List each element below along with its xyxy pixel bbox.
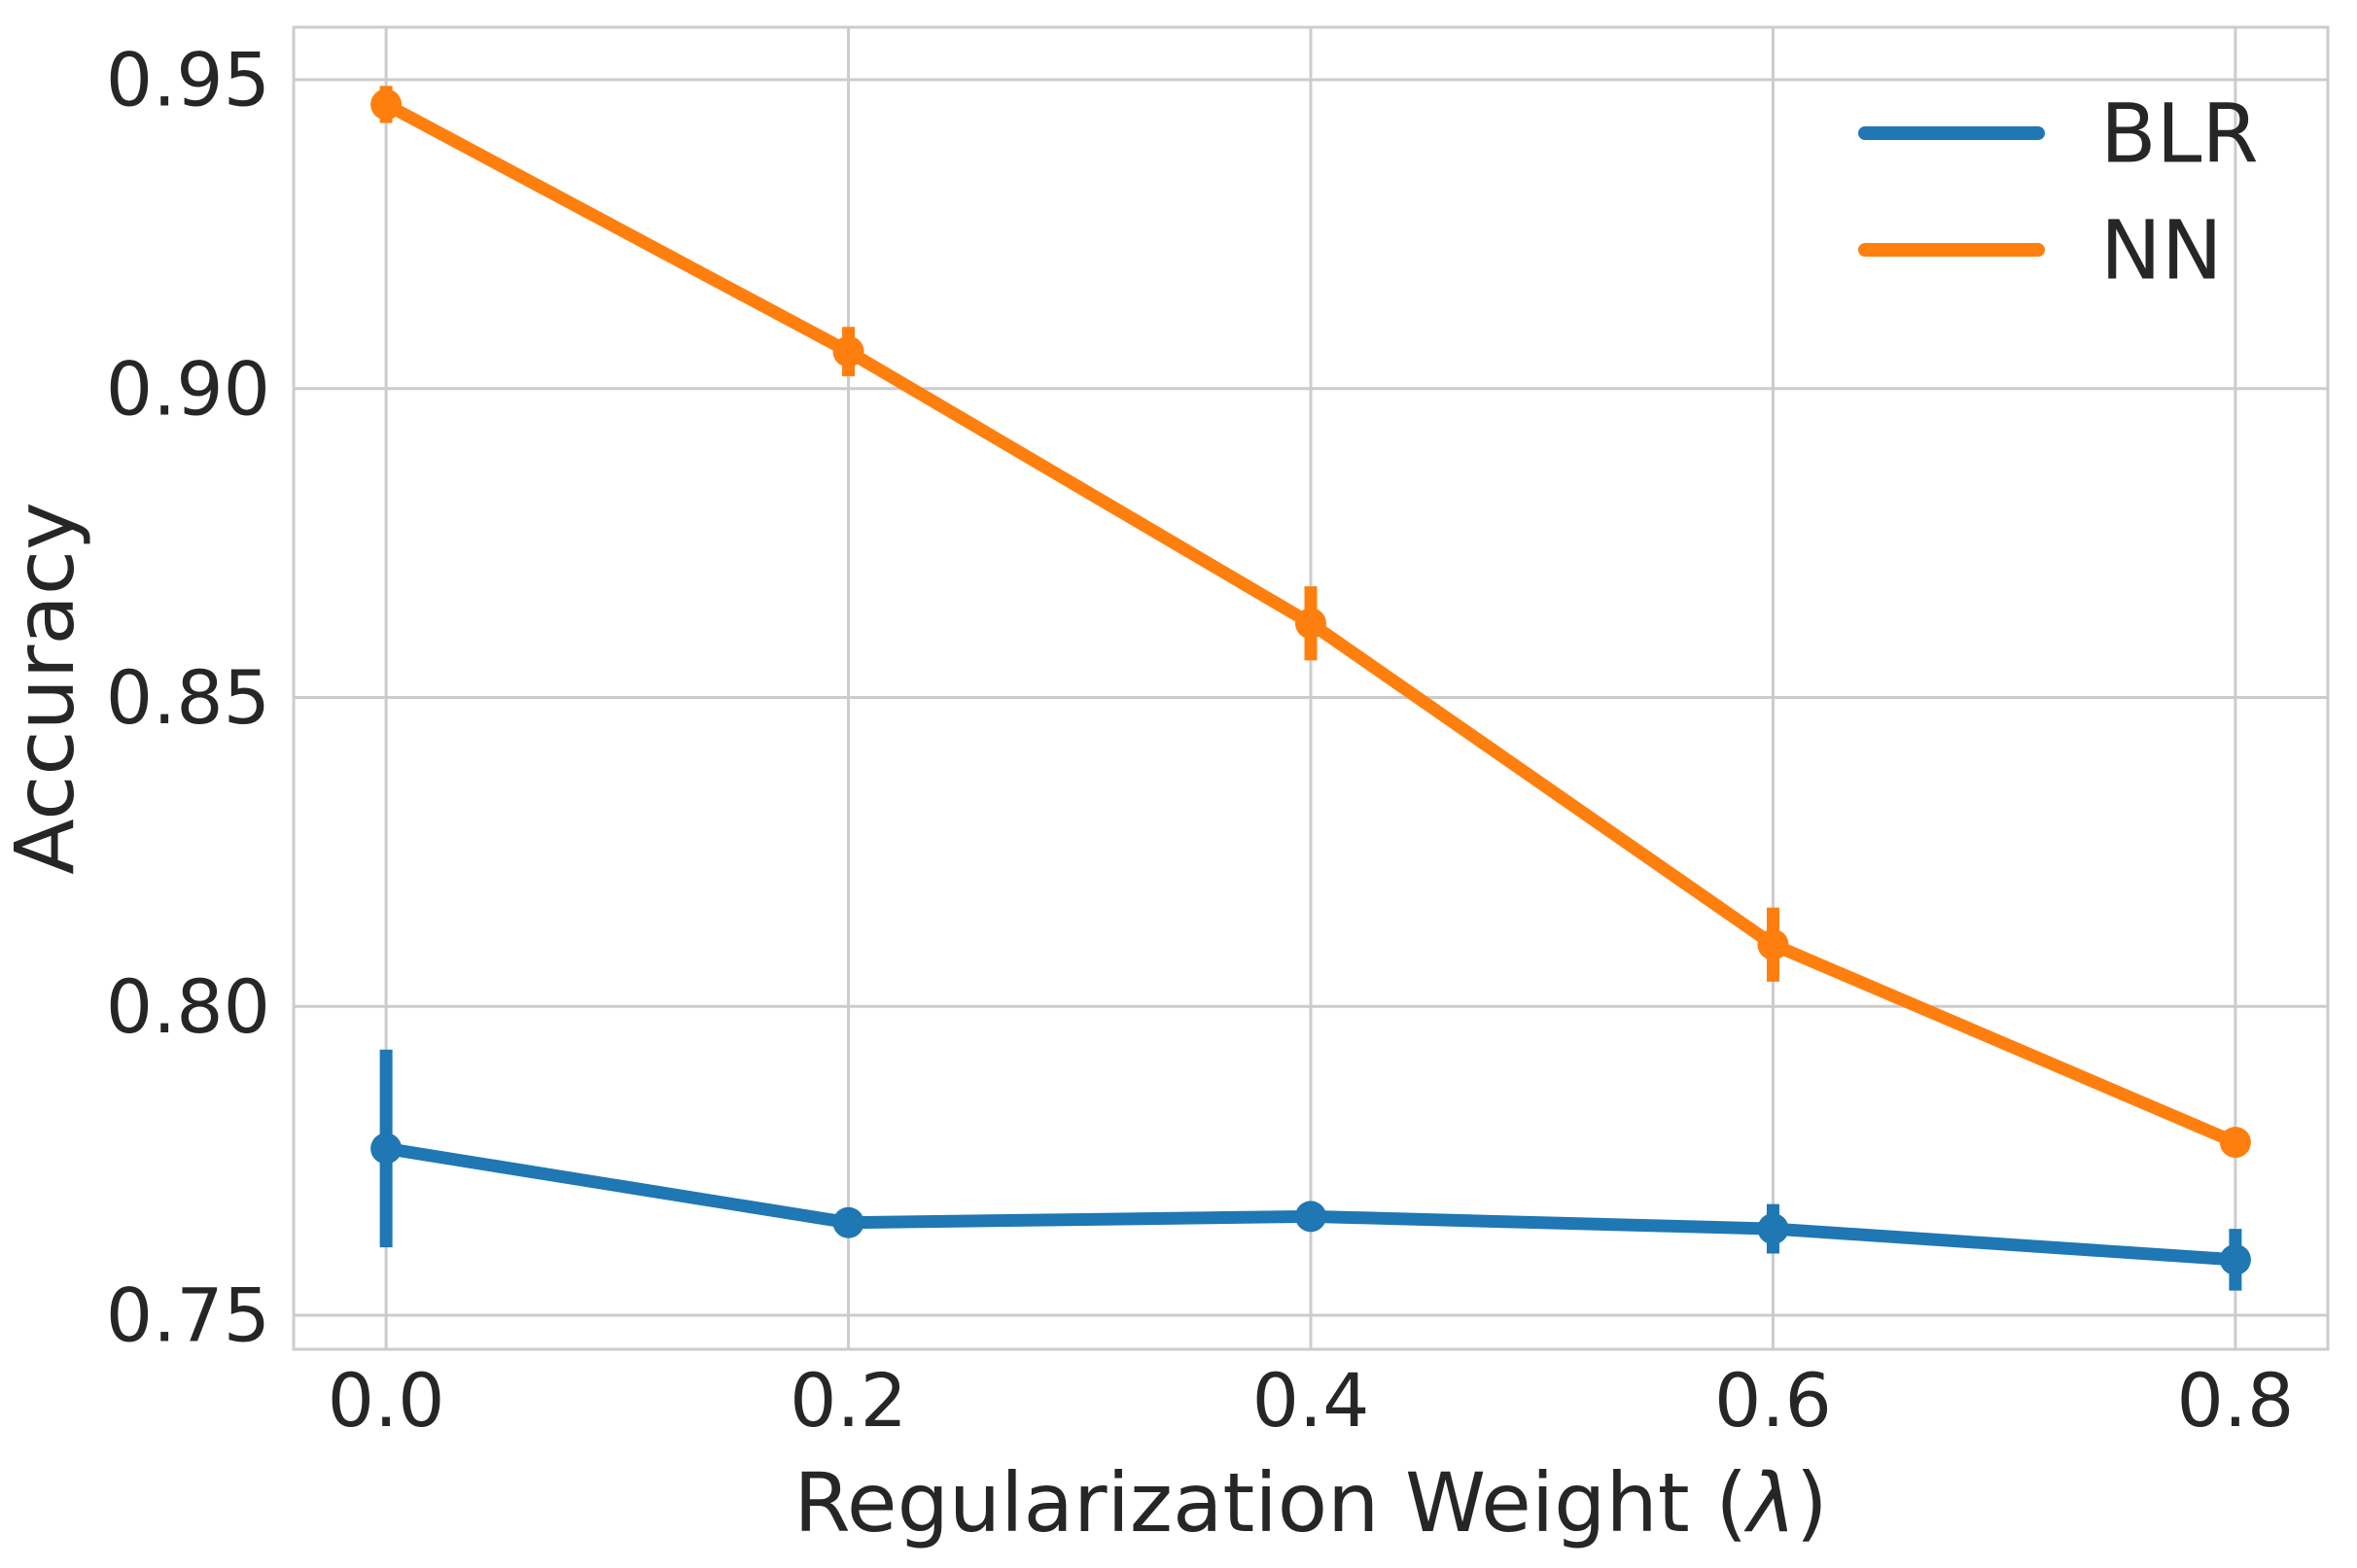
data-point-blr xyxy=(1757,1213,1789,1245)
data-point-nn xyxy=(1295,608,1326,640)
data-point-blr xyxy=(2219,1243,2251,1275)
y-tick-label: 0.85 xyxy=(106,654,270,741)
data-point-blr xyxy=(1295,1201,1326,1233)
data-point-blr xyxy=(370,1132,403,1165)
data-point-nn xyxy=(2219,1127,2251,1159)
x-tick-label: 0.4 xyxy=(1252,1357,1370,1444)
y-tick-label: 0.95 xyxy=(106,37,270,123)
x-tick-label: 0.2 xyxy=(790,1357,907,1444)
data-point-nn xyxy=(832,335,864,367)
legend-label-nn: NN xyxy=(2100,202,2223,297)
y-tick-label: 0.80 xyxy=(106,963,270,1050)
y-tick-label: 0.75 xyxy=(106,1272,270,1359)
y-axis-label: Accuracy xyxy=(0,502,92,875)
plot-border xyxy=(292,25,2330,1351)
x-tick-label: 0.8 xyxy=(2176,1357,2294,1444)
data-point-nn xyxy=(1757,928,1789,960)
x-tick-label: 0.6 xyxy=(1714,1357,1832,1444)
legend-label-blr: BLR xyxy=(2100,86,2259,181)
y-tick-label: 0.90 xyxy=(106,345,270,432)
x-axis-label: Regularization Weight (λ) xyxy=(793,1455,1827,1551)
data-point-blr xyxy=(832,1206,864,1238)
x-tick-label: 0.0 xyxy=(328,1357,445,1444)
data-point-nn xyxy=(370,88,403,121)
